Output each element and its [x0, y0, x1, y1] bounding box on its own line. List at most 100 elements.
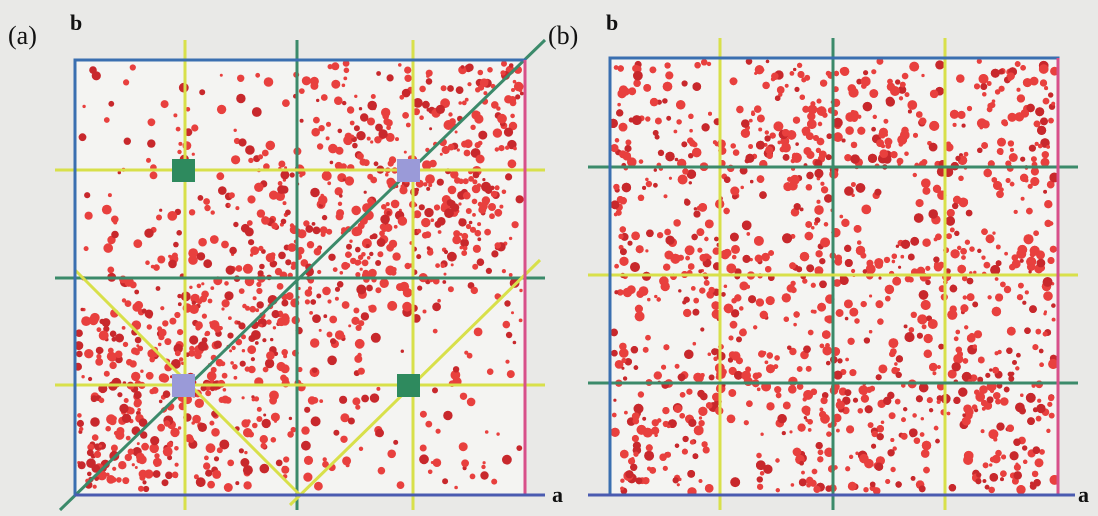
density-blob — [472, 213, 476, 217]
density-blob — [634, 365, 639, 370]
density-blob — [305, 225, 313, 233]
density-blob — [404, 151, 407, 154]
density-blob — [858, 408, 863, 413]
density-blob — [513, 341, 517, 345]
density-blob — [510, 100, 517, 107]
density-blob — [868, 154, 877, 163]
density-blob — [385, 173, 389, 177]
density-blob — [747, 232, 751, 236]
density-blob — [1033, 479, 1040, 486]
density-blob — [420, 445, 427, 452]
density-blob — [705, 220, 714, 229]
density-blob — [754, 72, 757, 75]
density-blob — [82, 105, 85, 108]
density-blob — [289, 417, 292, 420]
density-blob — [676, 100, 685, 109]
density-blob — [806, 151, 814, 159]
density-blob — [1048, 92, 1053, 97]
density-blob — [300, 119, 304, 123]
density-blob — [429, 127, 432, 130]
density-blob — [785, 84, 789, 88]
density-blob — [403, 288, 412, 297]
density-blob — [617, 103, 620, 106]
density-blob — [962, 276, 967, 281]
density-blob — [1048, 395, 1054, 401]
density-blob — [491, 250, 498, 257]
density-blob — [989, 463, 992, 466]
density-blob — [1043, 98, 1050, 105]
density-blob — [281, 300, 288, 307]
density-blob — [957, 265, 966, 274]
density-blob — [482, 196, 490, 204]
density-blob — [643, 347, 649, 353]
density-blob — [836, 429, 840, 433]
density-blob — [663, 264, 670, 271]
density-blob — [826, 154, 832, 160]
density-blob — [908, 110, 912, 114]
density-blob — [217, 447, 223, 453]
density-blob — [889, 338, 899, 348]
density-blob — [806, 407, 810, 411]
density-blob — [654, 169, 657, 172]
density-blob — [805, 232, 814, 241]
density-blob — [935, 60, 944, 69]
density-blob — [834, 71, 839, 76]
density-blob — [310, 299, 316, 305]
density-blob — [462, 101, 467, 106]
density-blob — [145, 310, 154, 319]
density-blob — [765, 130, 769, 134]
density-blob — [478, 206, 486, 214]
density-blob — [1043, 190, 1047, 194]
density-blob — [242, 304, 247, 309]
density-blob — [175, 350, 181, 356]
density-blob — [227, 460, 234, 467]
density-blob — [1020, 174, 1028, 182]
density-blob — [200, 295, 207, 302]
density-blob — [807, 119, 817, 129]
density-blob — [145, 260, 150, 265]
density-blob — [249, 306, 256, 313]
density-blob — [987, 107, 993, 113]
site-marker — [172, 159, 195, 182]
density-blob — [422, 160, 432, 170]
density-blob — [1043, 291, 1052, 300]
density-blob — [645, 116, 650, 121]
density-blob — [807, 419, 813, 425]
density-blob — [1010, 182, 1015, 187]
density-blob — [788, 385, 796, 393]
density-blob — [228, 316, 232, 320]
density-blob — [665, 71, 673, 79]
density-blob — [836, 309, 844, 317]
density-blob — [224, 281, 229, 286]
density-blob — [675, 158, 679, 162]
density-blob — [982, 92, 986, 96]
density-blob — [788, 181, 797, 190]
density-blob — [682, 80, 688, 86]
density-blob — [895, 399, 901, 405]
density-blob — [666, 236, 675, 245]
density-blob — [93, 485, 97, 489]
axis-label: b — [606, 10, 618, 35]
density-blob — [311, 416, 321, 426]
density-blob — [502, 455, 512, 465]
density-blob — [933, 371, 937, 375]
density-blob — [984, 169, 992, 177]
density-blob — [845, 126, 854, 135]
density-blob — [682, 449, 688, 455]
density-blob — [99, 331, 109, 341]
density-blob — [375, 287, 381, 293]
density-blob — [865, 405, 873, 413]
density-blob — [914, 213, 924, 223]
density-blob — [776, 393, 782, 399]
density-blob — [896, 355, 903, 362]
density-blob — [1004, 286, 1011, 293]
density-blob — [697, 228, 705, 236]
density-blob — [291, 427, 297, 433]
density-blob — [657, 418, 661, 422]
density-blob — [657, 297, 661, 301]
density-blob — [622, 183, 631, 192]
density-blob — [501, 61, 507, 67]
density-blob — [159, 373, 168, 382]
density-blob — [272, 310, 280, 318]
density-blob — [642, 477, 649, 484]
